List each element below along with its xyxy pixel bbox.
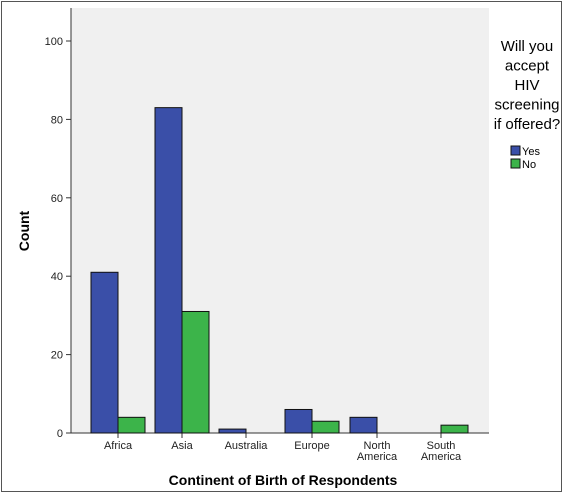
bar-yes-1: [154, 107, 183, 434]
x-tick-label: Australia: [225, 440, 269, 452]
y-tick-label: 0: [57, 428, 63, 440]
bar-no-1: [181, 310, 210, 434]
y-tick-label: 80: [51, 114, 63, 126]
legend-title-line: HIV: [514, 77, 539, 94]
legend-title-line: if offered?: [494, 116, 560, 133]
x-tick-label: Asia: [171, 440, 193, 452]
legend-label-no: No: [522, 159, 536, 171]
bar-yes-3: [284, 408, 313, 434]
bar-no-3: [311, 420, 340, 434]
y-tick-label: 40: [51, 271, 63, 283]
x-tick-label: South America: [421, 440, 462, 463]
legend-title-line: screening: [494, 97, 559, 114]
x-tick-label: Africa: [104, 440, 133, 452]
legend-title-line: accept: [505, 58, 550, 75]
bar-yes-4: [349, 416, 378, 434]
y-tick-label: 60: [51, 193, 63, 205]
y-tick-label: 20: [51, 350, 63, 362]
legend-title-line: Will you: [501, 38, 554, 55]
bar-no-0: [117, 416, 146, 434]
legend-swatch-yes: [510, 145, 521, 156]
legend: Will you accept HIV screening if offered? Yes…: [494, 38, 560, 171]
x-tick-label: North America: [357, 440, 398, 463]
y-axis-title: Count: [16, 210, 32, 251]
plot-area: [71, 8, 489, 433]
legend-label-yes: Yes: [522, 146, 540, 158]
x-tick-label: Europe: [294, 440, 329, 452]
y-axis: 0 20 40 60 80 100: [45, 8, 72, 440]
x-axis-title: Continent of Birth of Respondents: [169, 472, 398, 488]
bars-group: [90, 107, 469, 434]
bar-no-5: [440, 424, 469, 434]
y-tick-label: 100: [45, 36, 63, 48]
x-axis: Africa Asia Australia Europe North America Sou…: [71, 432, 489, 463]
bar-yes-0: [90, 271, 119, 434]
legend-swatch-no: [510, 158, 521, 169]
bar-yes-2: [218, 428, 247, 434]
